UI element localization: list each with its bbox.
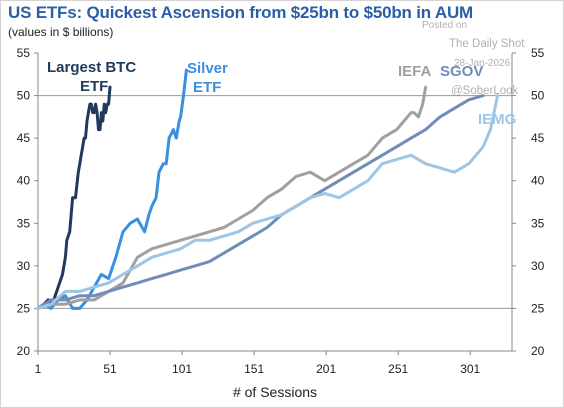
- series-lines: [36, 68, 500, 310]
- series-label-iemg: IEMG: [478, 111, 516, 128]
- series-line-sgov: [36, 94, 485, 310]
- y-tick-label-right: 30: [531, 259, 545, 273]
- chart-subtitle: (values in $ billions): [8, 25, 114, 39]
- y-tick-label-right: 55: [531, 46, 545, 60]
- x-tick-label: 51: [103, 362, 117, 376]
- x-tick-label: 101: [172, 362, 192, 376]
- y-tick-label-left: 55: [17, 46, 31, 60]
- series-line-iemg: [36, 94, 500, 310]
- watermark-posted-on: Posted on: [422, 20, 467, 31]
- series-line-iefa: [36, 85, 428, 310]
- y-tick-label-right: 45: [531, 131, 545, 145]
- y-tick-label-left: 45: [17, 131, 31, 145]
- y-tick-label-left: 25: [17, 301, 31, 315]
- y-tick-label-right: 50: [531, 89, 545, 103]
- y-tick-label-right: 20: [531, 344, 545, 358]
- chart-title: US ETFs: Quickest Ascension from $25bn t…: [8, 3, 473, 22]
- x-tick-label: 251: [388, 362, 408, 376]
- series-line-silver-etf: [36, 68, 188, 310]
- y-tick-label-right: 25: [531, 301, 545, 315]
- y-tick-label-right: 40: [531, 174, 545, 188]
- watermark: Posted on The Daily Shot 28-Jan-2026 @So…: [422, 20, 525, 97]
- series-label-silver-etf: ETF: [193, 79, 221, 96]
- watermark-source: The Daily Shot: [449, 38, 525, 50]
- series-label-iefa: IEFA: [398, 63, 432, 80]
- series-label-silver-etf: Silver: [187, 60, 228, 77]
- y-tick-label-left: 35: [17, 216, 31, 230]
- y-tick-label-left: 40: [17, 174, 31, 188]
- x-tick-label: 151: [244, 362, 264, 376]
- y-tick-label-left: 30: [17, 259, 31, 273]
- series-line-largest-btc-etf: [36, 85, 112, 310]
- y-tick-label-left: 20: [17, 344, 31, 358]
- x-tick-label: 201: [316, 362, 336, 376]
- y-tick-label-right: 35: [531, 216, 545, 230]
- x-axis-label: # of Sessions: [233, 384, 317, 400]
- x-tick-label: 1: [35, 362, 42, 376]
- series-label-sgov: SGOV: [440, 63, 483, 80]
- y-tick-label-left: 50: [17, 89, 31, 103]
- watermark-handle: @SoberLook: [451, 85, 519, 97]
- x-tick-label: 301: [460, 362, 480, 376]
- watermark-date: 28-Jan-2026: [454, 58, 511, 69]
- series-label-largest-btc-etf: Largest BTC: [47, 59, 136, 76]
- series-labels: Largest BTC ETF Silver ETF IEFA SGOV IEMG: [47, 59, 516, 128]
- series-label-largest-btc-etf: ETF: [80, 78, 108, 95]
